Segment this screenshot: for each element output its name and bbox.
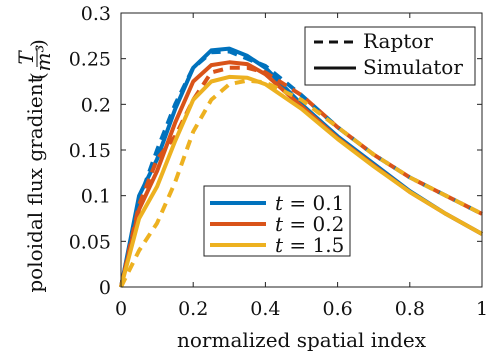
y-tick-label: 0.1 xyxy=(81,186,111,208)
x-axis-label: normalized spatial index xyxy=(177,328,427,352)
series-line-t15-raptor xyxy=(119,78,483,288)
y-tick-label: 0 xyxy=(99,277,111,299)
y-axis-label: poloidal flux gradient xyxy=(23,75,47,292)
series-line-t02-raptor xyxy=(119,65,483,288)
x-tick-label: 0.2 xyxy=(178,298,208,320)
x-tick-label: 1 xyxy=(476,298,488,320)
color-legend-label-t15: t = 1.5 xyxy=(275,233,344,257)
y-axis-label-group: poloidal flux gradient ( T m³ ) xyxy=(14,39,55,292)
y-axis-unit-open-paren: ( xyxy=(26,72,50,80)
y-tick-label: 0.3 xyxy=(81,3,111,25)
y-axis-unit-numerator: T xyxy=(14,50,38,65)
y-axis-unit-close-paren: ) xyxy=(26,39,50,47)
series-line-t15-simulator xyxy=(119,74,483,288)
series-layer xyxy=(119,46,483,288)
style-legend: Raptor Simulator xyxy=(304,26,476,86)
y-tick-label: 0.15 xyxy=(69,140,111,162)
y-tick-label: 0.25 xyxy=(69,49,111,71)
color-legend-label-t01: t = 0.1 xyxy=(275,191,344,215)
color-legend-label-t02: t = 0.2 xyxy=(275,212,344,236)
y-tick-label: 0.05 xyxy=(69,231,111,253)
y-tick-label: 0.2 xyxy=(81,94,111,116)
style-legend-box xyxy=(304,26,476,86)
color-legend: t = 0.1 t = 0.2 t = 1.5 xyxy=(203,185,351,257)
style-legend-simulator-label: Simulator xyxy=(363,55,463,79)
x-tick-label: 0.4 xyxy=(250,298,280,320)
x-tick-label: 0.6 xyxy=(322,298,352,320)
ticks-layer: 0 0.2 0.4 0.6 0.8 1 0 0.05 0.1 0.15 0.2 0.25 0.3 xyxy=(69,3,488,320)
style-legend-raptor-label: Raptor xyxy=(363,29,433,53)
x-tick-label: 0.8 xyxy=(395,298,425,320)
y-axis-unit-denominator: m³ xyxy=(31,45,55,72)
x-tick-label: 0 xyxy=(115,298,127,320)
